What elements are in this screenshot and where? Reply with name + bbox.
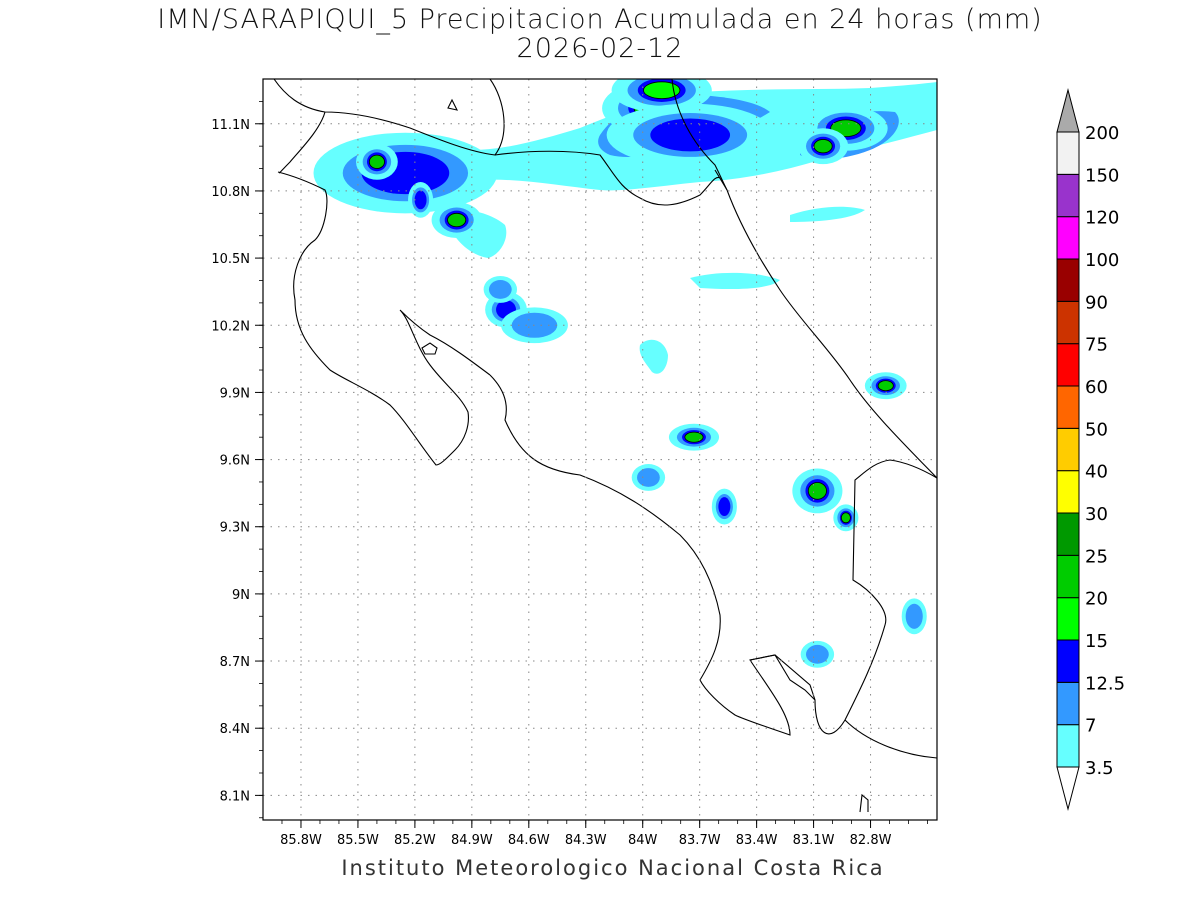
colorbar-swatch-7 — [1056, 427, 1080, 472]
y-tick-label: 9.3N — [220, 521, 250, 536]
coastlines — [273, 79, 937, 813]
colorbar-label: 15 — [1085, 631, 1108, 652]
precip-cell-mid-18 — [905, 603, 923, 629]
precip-streak-4 — [790, 206, 865, 222]
map-date: 2026-02-12 — [516, 33, 684, 64]
x-tick-label: 85.5W — [337, 833, 379, 848]
colorbar-swatch-10 — [1056, 300, 1080, 345]
x-tick-label: 84W — [628, 833, 658, 848]
x-tick-label: 84.3W — [565, 833, 607, 848]
precip-cell-core-11 — [813, 139, 833, 154]
colorbar-swatch-9 — [1056, 343, 1080, 387]
colorbar-label: 12.5 — [1085, 673, 1125, 694]
precip-cell-mid-5 — [488, 280, 512, 299]
colorbar: 3.5 7 12.5 15 20 25 30 40 50 60 75 90 100 120 150 200 — [1056, 88, 1125, 811]
precip-cell-inner-16 — [718, 497, 731, 516]
colorbar-label: 7 — [1085, 716, 1096, 737]
colorbar-label: 90 — [1085, 292, 1108, 313]
precip-cell-core-15 — [840, 512, 851, 524]
colorbar-label: 200 — [1085, 123, 1119, 144]
y-tick-label: 10.8N — [211, 185, 250, 200]
y-tick-label: 8.1N — [220, 789, 250, 804]
river-border — [671, 79, 728, 191]
colorbar-label: 40 — [1085, 462, 1108, 483]
x-tick-label: 85.2W — [394, 833, 436, 848]
burica-peninsula — [859, 793, 869, 813]
colorbar-label: 120 — [1085, 208, 1119, 229]
axes: 85.8W 85.5W 85.2W 84.9W 84.6W 84.3W 84W 83.7W 83… — [211, 100, 928, 848]
colorbar-swatch-6 — [1056, 470, 1080, 514]
pacific-coast-south — [844, 719, 937, 759]
colorbar-label: 60 — [1085, 377, 1108, 398]
colorbar-label: 25 — [1085, 546, 1108, 567]
y-tick-label: 8.4N — [220, 722, 250, 737]
colorbar-label: 50 — [1085, 419, 1108, 440]
colorbar-swatch-14 — [1056, 131, 1080, 175]
precip-cell-inner-2 — [414, 190, 427, 210]
precip-cell-mid-17 — [637, 468, 660, 487]
x-tick-label: 83.4W — [736, 833, 778, 848]
colorbar-swatch-1 — [1056, 681, 1080, 726]
colorbar-label: 75 — [1085, 335, 1108, 356]
colorbar-swatch-3 — [1056, 597, 1080, 641]
panama-border — [489, 374, 937, 736]
x-tick-label: 83.1W — [793, 833, 835, 848]
y-tick-label: 10.5N — [211, 252, 250, 267]
nicoya-peninsula — [277, 171, 491, 466]
lake-nicaragua-shore — [273, 79, 505, 156]
northern-border — [494, 150, 728, 206]
precip-cell-core-8 — [643, 81, 681, 99]
plot-frame — [262, 78, 938, 821]
y-tick-label: 9N — [232, 588, 250, 603]
colorbar-swatch-5 — [1056, 512, 1080, 556]
colorbar-top-triangle — [1056, 88, 1080, 133]
precipitation-layer — [313, 79, 937, 668]
y-tick-label: 9.9N — [220, 386, 250, 401]
precip-streak-3 — [690, 272, 780, 290]
nicoya-gulf-island — [421, 342, 438, 355]
precip-cell-core-14 — [807, 482, 827, 500]
colorbar-label: 150 — [1085, 165, 1119, 186]
colorbar-label: 20 — [1085, 589, 1108, 610]
footer-credit: Instituto Meteorologico Nacional Costa R… — [341, 856, 885, 880]
colorbar-label: 100 — [1085, 250, 1119, 271]
y-tick-label: 10.2N — [211, 319, 250, 334]
precip-cell-core-3 — [447, 212, 467, 228]
y-tick-label: 8.7N — [220, 655, 250, 670]
colorbar-label: 30 — [1085, 504, 1108, 525]
y-tick-label: 11.1N — [211, 118, 250, 133]
x-tick-label: 82.8W — [850, 833, 892, 848]
precip-cell-core-1 — [368, 154, 385, 169]
colorbar-swatch-13 — [1056, 173, 1080, 218]
colorbar-swatch-4 — [1056, 554, 1080, 599]
colorbar-swatch-12 — [1056, 216, 1080, 260]
caribbean-coast — [726, 189, 937, 479]
colorbar-swatch-8 — [1056, 385, 1080, 429]
precip-streak-2 — [639, 339, 668, 374]
precip-cell-core-12 — [877, 380, 894, 392]
precip-cell-mid-19 — [805, 644, 829, 664]
precip-cell-core-13 — [684, 431, 704, 443]
colorbar-label: 3.5 — [1085, 758, 1114, 779]
map-title: IMN/SARAPIQUI_5 Precipitacion Acumulada … — [157, 4, 1043, 35]
colorbar-swatch-11 — [1056, 258, 1080, 302]
precip-cell-inner-9 — [650, 118, 731, 152]
colorbar-swatch-0 — [1056, 724, 1080, 768]
x-tick-label: 84.6W — [508, 833, 550, 848]
colorbar-swatch-2 — [1056, 639, 1080, 683]
colorbar-bottom-triangle — [1056, 766, 1080, 811]
osa-peninsula — [749, 654, 816, 701]
x-tick-label: 85.8W — [280, 833, 322, 848]
lake-island — [447, 98, 459, 111]
y-tick-label: 9.6N — [220, 454, 250, 469]
x-tick-label: 84.9W — [451, 833, 493, 848]
x-tick-label: 83.7W — [679, 833, 721, 848]
